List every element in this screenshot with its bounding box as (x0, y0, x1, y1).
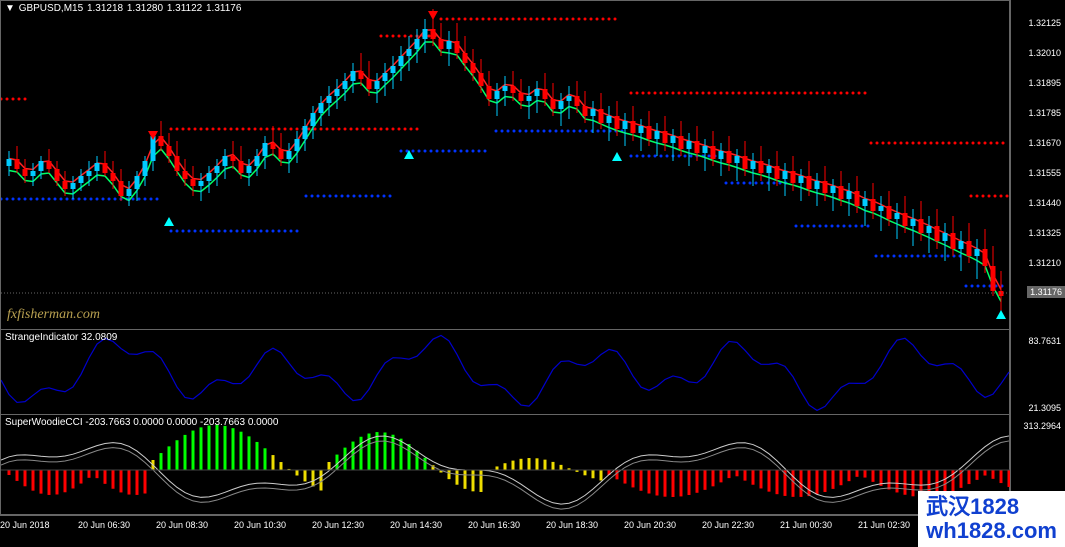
watermark-badge: 武汉1828 wh1828.com (918, 491, 1065, 547)
indicator2-svg (1, 415, 1011, 515)
price-label: 1.31440 (1028, 198, 1061, 208)
price-label: 1.32010 (1028, 48, 1061, 58)
indicator1-header: StrangeIndicator 32.0809 (5, 332, 117, 343)
time-label: 21 Jun 02:30 (858, 520, 910, 530)
price-label: 1.31895 (1028, 78, 1061, 88)
indicator2-header: SuperWoodieCCI -203.7663 0.0000 0.0000 -… (5, 417, 278, 428)
ind2-ymax: 313.2964 (1023, 421, 1061, 431)
time-label: 20 Jun 20:30 (624, 520, 676, 530)
chart-header: ▼ GBPUSD,M15 1.31218 1.31280 1.31122 1.3… (5, 3, 242, 14)
ind1-ymin: 21.3095 (1028, 403, 1061, 413)
indicator2-panel[interactable]: SuperWoodieCCI -203.7663 0.0000 0.0000 -… (0, 415, 1010, 515)
price-label: 1.31555 (1028, 168, 1061, 178)
price-y-axis: 1.32125 1.32010 1.31895 1.31785 1.31670 1.315… (1010, 0, 1065, 330)
price-label: 1.32125 (1028, 18, 1061, 28)
indicator1-panel[interactable]: StrangeIndicator 32.0809 (0, 330, 1010, 415)
time-label: 20 Jun 2018 (0, 520, 50, 530)
main-price-chart[interactable]: ▼ GBPUSD,M15 1.31218 1.31280 1.31122 1.3… (0, 0, 1010, 330)
indicator1-svg (1, 330, 1011, 415)
current-price-box: 1.31176 (1027, 286, 1065, 298)
time-label: 21 Jun 00:30 (780, 520, 832, 530)
time-x-axis: 20 Jun 2018 20 Jun 06:30 20 Jun 08:30 20 Ju… (0, 515, 1010, 545)
price-label: 1.31210 (1028, 258, 1061, 268)
time-label: 20 Jun 06:30 (78, 520, 130, 530)
dropdown-icon[interactable]: ▼ (5, 3, 15, 14)
time-label: 20 Jun 22:30 (702, 520, 754, 530)
ind1-ymax: 83.7631 (1028, 336, 1061, 346)
time-label: 20 Jun 14:30 (390, 520, 442, 530)
price-label: 1.31785 (1028, 108, 1061, 118)
ohlc-c: 1.31176 (206, 3, 241, 14)
watermark: fxfisherman.com (7, 307, 100, 323)
symbol-label: GBPUSD,M15 (19, 3, 83, 14)
time-label: 20 Jun 18:30 (546, 520, 598, 530)
ohlc-o: 1.31218 (87, 3, 123, 14)
price-chart-svg (1, 1, 1011, 331)
price-label: 1.31325 (1028, 228, 1061, 238)
time-label: 20 Jun 10:30 (234, 520, 286, 530)
price-label: 1.31670 (1028, 138, 1061, 148)
ohlc-l: 1.31122 (167, 3, 202, 14)
time-label: 20 Jun 16:30 (468, 520, 520, 530)
time-label: 20 Jun 12:30 (312, 520, 364, 530)
indicator1-y-axis: 83.7631 21.3095 (1010, 330, 1065, 415)
time-label: 20 Jun 08:30 (156, 520, 208, 530)
ohlc-h: 1.31280 (127, 3, 163, 14)
